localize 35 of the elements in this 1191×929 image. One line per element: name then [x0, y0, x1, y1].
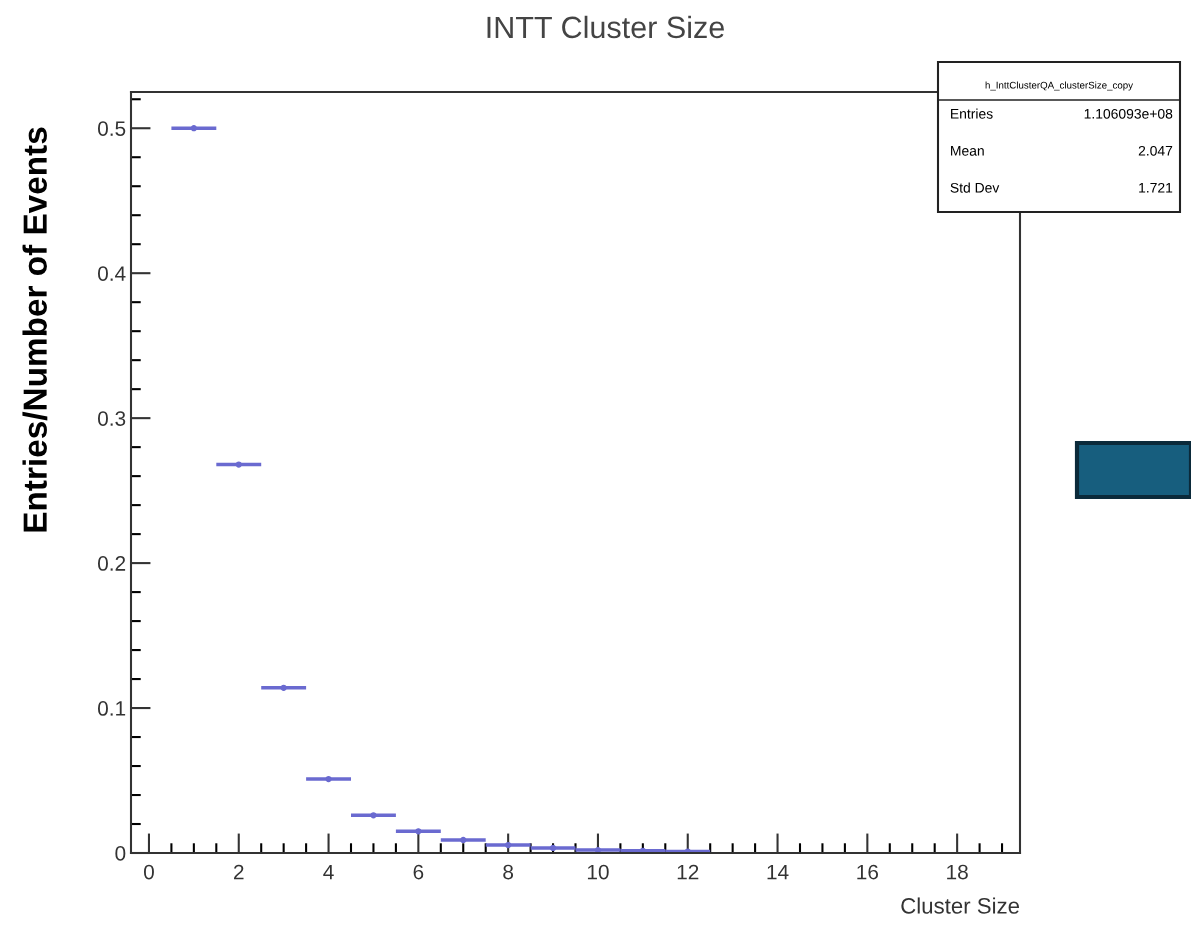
- y-tick-label: 0.4: [97, 266, 126, 281]
- text: 1.721: [1139, 182, 1173, 193]
- text: 2.047: [1138, 145, 1173, 156]
- chart-title: INTT Cluster Size: [487, 15, 724, 39]
- text: h_InttClusterQA_clusterSize_copy: [985, 81, 1134, 91]
- y-tick-label: 0.2: [97, 556, 126, 571]
- point: [370, 812, 377, 819]
- point: [460, 836, 467, 844]
- annotation: Std Dev: [950, 182, 1000, 193]
- y-tick-label: 0.1: [97, 701, 126, 716]
- x-axis-title: Cluster Size: [901, 897, 1020, 914]
- x-tick-label: 18: [947, 864, 968, 880]
- x-tick-label: 16: [857, 864, 879, 880]
- point: [594, 846, 602, 853]
- y-tick-label: 0: [115, 846, 126, 861]
- annotation: Entries: [951, 108, 993, 119]
- point: [235, 461, 242, 468]
- y-tick-label: 0.5: [97, 121, 126, 136]
- x-tick-label: 14: [767, 864, 789, 880]
- annotation: Mean: [951, 146, 984, 156]
- point: [415, 828, 422, 835]
- y-axis-title: Entries/Number of Events: [22, 127, 48, 532]
- x-tick-label: 12: [677, 864, 699, 880]
- x-tick-label: 8: [503, 864, 514, 880]
- point: [325, 775, 332, 783]
- point: [190, 125, 197, 132]
- text: 1.106093e+08: [1084, 108, 1173, 119]
- x-tick-label: 0: [143, 864, 154, 880]
- point: [280, 684, 287, 691]
- x-tick-label: 6: [413, 864, 424, 880]
- x-tick-label: 4: [323, 864, 334, 880]
- y-tick-label: 0.3: [97, 411, 126, 426]
- x-tick-label: 2: [234, 864, 244, 880]
- point: [505, 841, 512, 849]
- x-tick-label: 10: [587, 864, 609, 880]
